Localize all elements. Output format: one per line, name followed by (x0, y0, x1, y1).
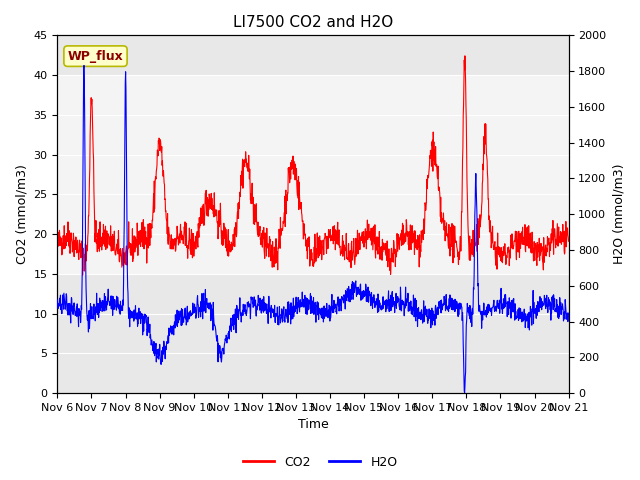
Text: WP_flux: WP_flux (68, 49, 124, 63)
Title: LI7500 CO2 and H2O: LI7500 CO2 and H2O (233, 15, 393, 30)
Y-axis label: H2O (mmol/m3): H2O (mmol/m3) (612, 164, 625, 264)
Legend: CO2, H2O: CO2, H2O (237, 451, 403, 474)
Y-axis label: CO2 (mmol/m3): CO2 (mmol/m3) (15, 164, 28, 264)
Bar (58, 75, 568, 274)
X-axis label: Time: Time (298, 419, 328, 432)
